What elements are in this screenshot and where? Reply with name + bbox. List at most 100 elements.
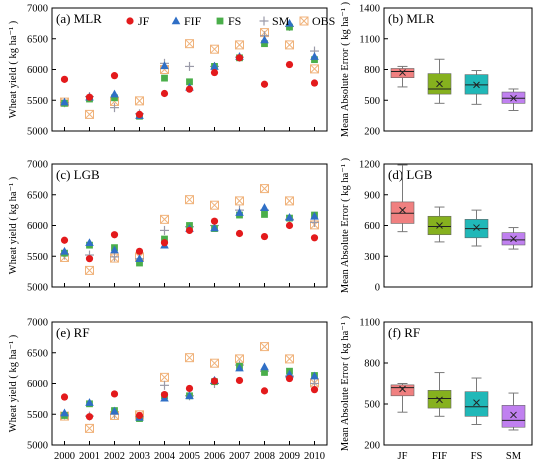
y-tick-label: 7000 xyxy=(27,318,48,329)
y-tick-label: 5000 xyxy=(27,441,48,452)
point-fif xyxy=(260,362,269,371)
point-sm xyxy=(110,252,119,262)
box-mean-b xyxy=(436,80,443,88)
point-obs xyxy=(235,40,244,50)
point-obs xyxy=(235,196,244,206)
point-fif xyxy=(260,35,269,44)
point-fs xyxy=(261,369,268,376)
legend-item-obs: OBS xyxy=(299,14,335,28)
point-jf xyxy=(210,217,219,225)
point-fif xyxy=(285,213,294,221)
point-obs-d2 xyxy=(185,39,194,49)
legend-item-sm: SM xyxy=(259,14,290,28)
point-obs-box xyxy=(285,40,294,50)
box-jf xyxy=(390,65,415,88)
box-sm xyxy=(501,392,526,431)
point-sm xyxy=(160,380,169,390)
point-obs-box xyxy=(185,195,194,205)
y-tick-label: 6500 xyxy=(27,348,48,359)
y-tick-label: 500 xyxy=(364,400,380,411)
y-tick-label: 6000 xyxy=(27,221,48,232)
box-iqr xyxy=(390,201,415,224)
point-jf xyxy=(185,85,194,93)
plot-frame xyxy=(383,163,533,288)
point-fif xyxy=(85,238,94,247)
point-obs-box xyxy=(310,64,319,74)
y-tick-label: 6000 xyxy=(27,379,48,390)
point-sm xyxy=(110,103,119,113)
y-tick-label: 6500 xyxy=(27,34,48,45)
point-fif xyxy=(110,406,119,415)
point-jf xyxy=(260,387,269,395)
point-obs-d2 xyxy=(260,342,269,351)
point-obs xyxy=(135,96,144,106)
box-fif xyxy=(427,206,452,243)
point-fs xyxy=(261,40,268,48)
y-tick-label: 5000 xyxy=(27,127,48,138)
y-tick-label: 300 xyxy=(364,252,380,263)
point-obs-box xyxy=(210,44,219,54)
point-obs-box xyxy=(285,196,294,206)
y-axis-label: Wheat yield ( kg ha⁻¹ ) xyxy=(8,176,19,274)
y-axis-label: Mean Absolute Error ( kg ha⁻¹ ) xyxy=(340,157,351,293)
point-jf xyxy=(310,79,319,87)
point-obs-box xyxy=(160,214,169,224)
point-jf xyxy=(185,226,194,235)
point-obs-d2 xyxy=(185,353,194,363)
point-obs-d2 xyxy=(299,16,309,26)
x-tick-label: 2008 xyxy=(254,451,275,462)
point-obs-d2 xyxy=(285,196,294,206)
point-obs-d2 xyxy=(235,40,244,50)
x-tick-label: 2000 xyxy=(54,451,75,462)
point-fs xyxy=(261,211,268,218)
point-jf xyxy=(160,390,169,399)
point-fs xyxy=(161,235,168,243)
y-axis-label: Mean Absolute Error ( kg ha⁻¹ ) xyxy=(340,1,351,137)
point-obs xyxy=(299,16,309,26)
point-obs-d2 xyxy=(260,184,269,193)
point-fif xyxy=(310,211,319,220)
chart-panel-2: 5000 5500 6000 6500 7000 Wheat yield ( kg ha⁻… xyxy=(8,160,328,294)
point-jf xyxy=(110,390,119,398)
x-tick-label: FS xyxy=(471,451,483,462)
legend-item-fif: FIF xyxy=(171,14,202,28)
y-tick-label: 1100 xyxy=(359,34,380,45)
box-jf xyxy=(390,164,415,233)
point-obs xyxy=(85,109,94,119)
legend-label: FIF xyxy=(184,14,202,28)
point-obs-d2 xyxy=(135,96,144,106)
point-jf xyxy=(110,231,119,239)
point-fs xyxy=(111,94,118,102)
box-sm xyxy=(501,227,526,250)
point-jf xyxy=(235,229,244,238)
point-obs-d2 xyxy=(85,110,94,119)
point-fif xyxy=(235,208,244,216)
box-fs xyxy=(464,377,489,425)
x-tick-label: 2004 xyxy=(154,451,176,462)
x-tick-label: 2010 xyxy=(304,451,325,462)
point-fif xyxy=(60,97,69,106)
x-tick-label: 2002 xyxy=(104,451,125,462)
point-sm xyxy=(160,225,169,235)
point-obs-d2 xyxy=(85,424,94,433)
y-axis-label: Mean Absolute Error ( kg ha⁻¹ ) xyxy=(340,315,351,451)
panel-label: (e) RF xyxy=(56,325,90,340)
chart-panel-0: 5000 5500 6000 6500 7000 Wheat yield ( kg ha⁻… xyxy=(8,4,335,138)
point-obs-box xyxy=(285,354,294,364)
point-fs xyxy=(186,78,193,86)
point-fs xyxy=(216,17,224,25)
y-tick-label: 5500 xyxy=(27,252,48,263)
point-obs-box xyxy=(135,96,144,106)
point-jf xyxy=(60,75,69,83)
chart-panel-3: 0 300 600 900 1200 Mean Absolute Error ( kg h… xyxy=(340,157,533,294)
point-obs xyxy=(285,40,294,50)
point-jf xyxy=(85,255,94,263)
point-fif xyxy=(210,61,219,70)
box-mean-b xyxy=(399,69,406,76)
point-obs-box xyxy=(235,196,244,206)
y-tick-label: 800 xyxy=(364,65,380,76)
point-obs-d2 xyxy=(210,44,219,54)
box-mean-b xyxy=(510,411,517,419)
point-obs-d2 xyxy=(160,214,169,224)
